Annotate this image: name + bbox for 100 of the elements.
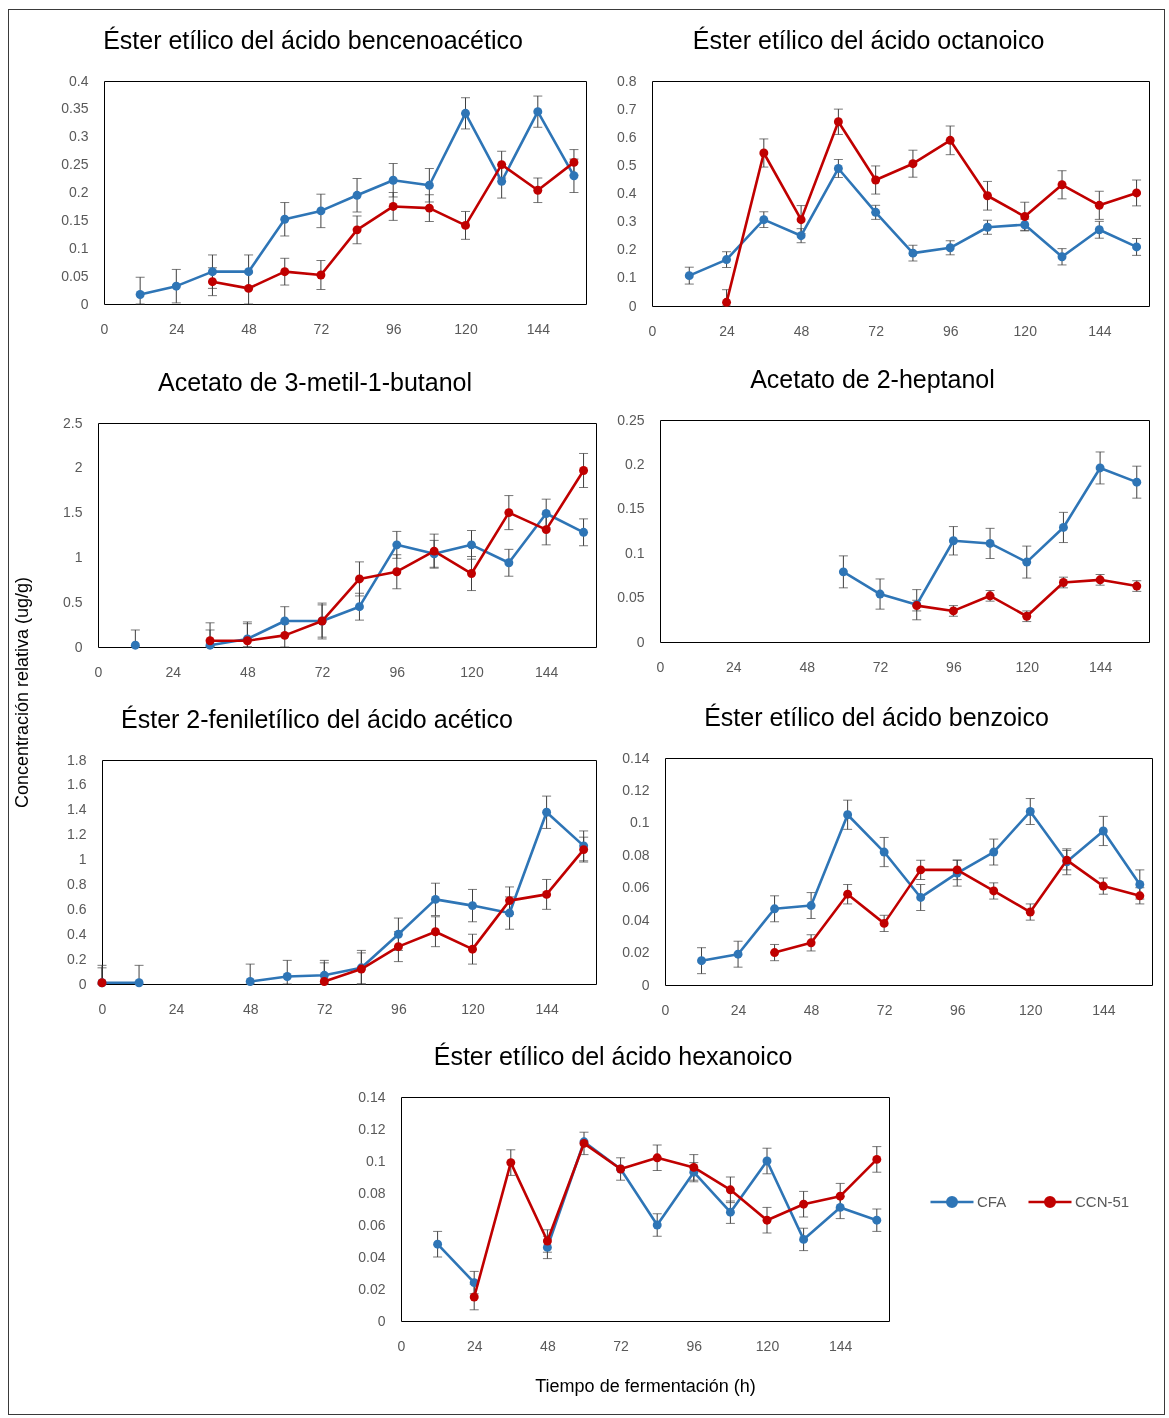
point [733,949,743,959]
y-tick-label: 0.5 [617,156,637,173]
point [244,267,254,277]
point [316,270,326,280]
point [948,536,958,546]
point [916,892,926,902]
point [770,904,780,914]
point [1094,200,1104,210]
y-tick-label: 0.02 [622,944,650,961]
point [843,810,853,820]
y-tick-label: 0.04 [358,1248,386,1265]
chart-title: Acetato de 2-heptanol [750,365,995,393]
y-tick-label: 1 [74,548,83,565]
y-tick-label: 0.5 [63,593,83,610]
point [799,1234,809,1244]
x-tick-label: 144 [1092,1001,1116,1018]
point [1095,463,1105,473]
point [1098,826,1108,836]
point [134,978,144,988]
x-tick-label: 96 [389,663,406,680]
y-tick-label: 0.2 [617,241,637,258]
point [392,567,402,577]
y-tick-label: 0 [74,638,83,655]
x-tick-label: 144 [829,1337,853,1354]
y-tick-label: 0.06 [622,879,650,896]
x-tick-label: 24 [168,1000,185,1017]
y-tick-label: 1.5 [63,504,83,521]
point [542,807,552,817]
point [983,191,992,201]
y-tick-label: 0 [628,297,637,314]
point [541,509,551,518]
x-tick-label: 0 [94,663,103,680]
point [130,640,140,650]
y-tick-label: 0.14 [358,1088,386,1105]
point [316,206,326,216]
y-tick-label: 0.8 [617,72,637,89]
point [542,1236,552,1246]
x-tick-label: 0 [98,1000,107,1017]
y-tick-label: 0.3 [69,128,89,145]
point [697,956,706,966]
x-tick-label: 120 [454,320,478,337]
point [796,215,806,225]
point [770,948,780,958]
legend-label: CFA [977,1193,1007,1211]
y-tick-label: 0.14 [622,749,650,766]
x-tick-label: 72 [314,663,331,680]
y-tick-label: 1.2 [67,826,87,843]
point [1058,522,1068,532]
point [319,977,329,986]
x-tick-label: 72 [868,322,885,339]
x-tick-label: 48 [540,1337,556,1354]
y-tick-label: 0.3 [617,213,637,230]
point [879,847,889,857]
chart-title: Éster etílico del ácido benzoico [704,703,1049,731]
x-tick-label: 96 [946,658,962,675]
point [461,220,470,230]
y-tick-label: 0.4 [69,72,89,89]
point [461,108,470,118]
point [352,225,362,235]
point [244,283,254,293]
point [989,847,999,857]
point [806,938,816,948]
point [759,148,769,158]
y-tick-label: 0.35 [61,100,89,117]
y-tick-label: 0.1 [617,269,637,286]
point [467,569,476,578]
x-tick-label: 72 [876,1001,893,1018]
y-tick-label: 1 [78,851,87,868]
x-tick-label: 0 [661,1001,670,1018]
point [989,886,999,896]
point [762,1156,772,1166]
x-tick-label: 120 [460,663,484,680]
point [806,901,816,911]
point [497,176,507,186]
point [504,558,514,568]
y-tick-label: 0.25 [61,156,89,173]
point [835,1202,845,1212]
point [725,1207,735,1217]
y-axis-title: Concentración relativa (ug/g) [11,576,32,809]
x-tick-label: 48 [793,322,810,339]
point [652,1220,662,1230]
point [799,1199,809,1209]
point [579,845,589,855]
point [879,918,889,928]
y-tick-label: 2 [74,459,83,476]
point [1025,807,1035,816]
point [908,248,918,258]
point [282,972,292,981]
point [1132,477,1142,487]
point [872,1154,882,1164]
point [541,525,551,535]
y-tick-label: 0.2 [69,184,89,200]
point [1132,188,1142,198]
point [135,290,145,299]
point [985,538,995,548]
y-tick-label: 0.6 [617,128,637,145]
point [835,1191,845,1201]
chart-title: Éster 2-feniletílico del ácido acético [121,705,513,733]
point [354,574,364,584]
point [497,160,507,170]
